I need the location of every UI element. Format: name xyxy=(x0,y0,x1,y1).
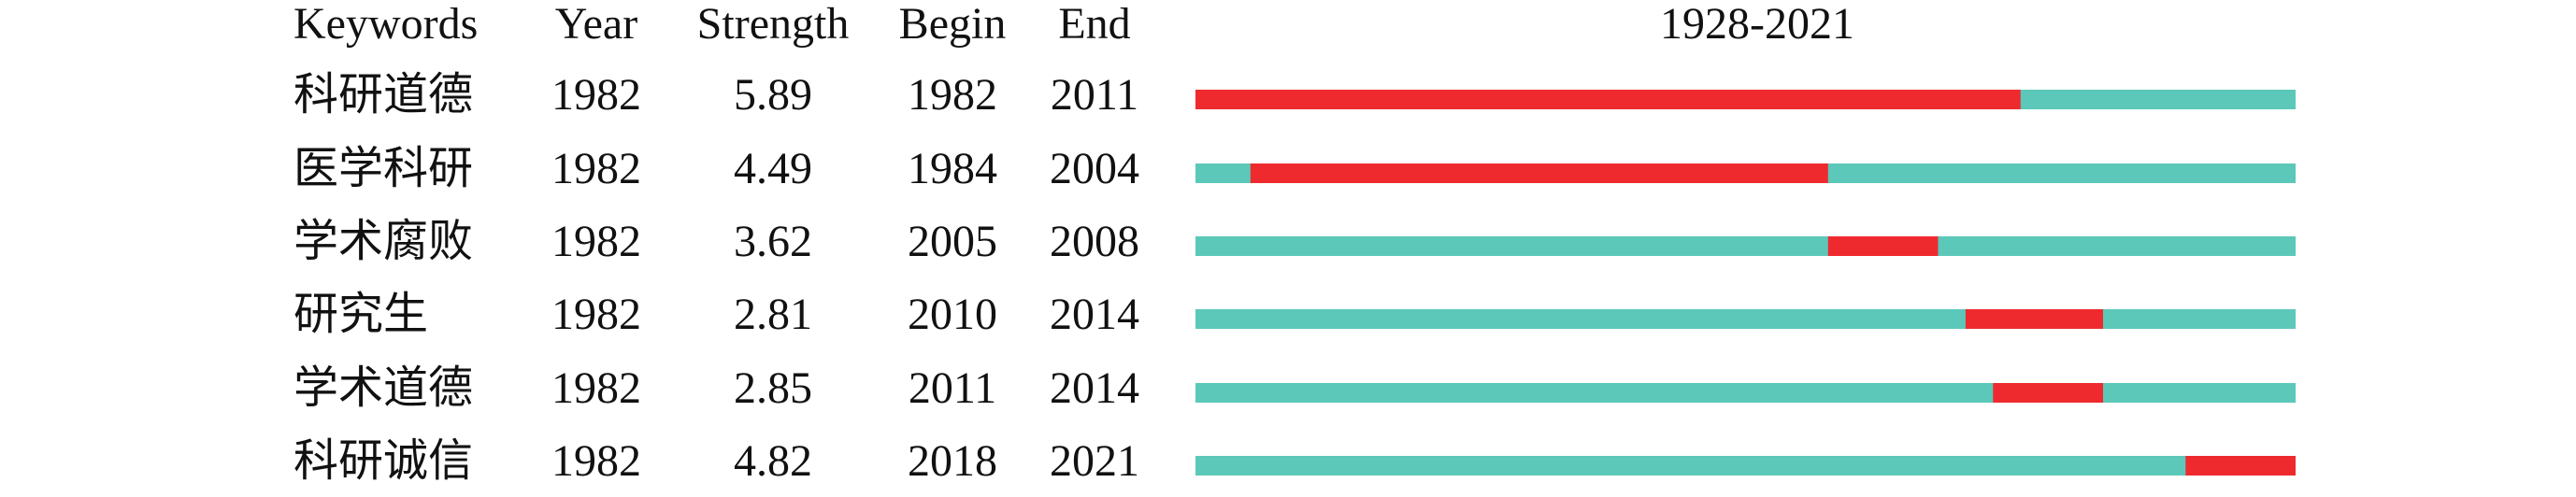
burst-bar xyxy=(1195,90,2021,109)
burst-bar xyxy=(2185,456,2296,476)
chart-title: 1928-2021 xyxy=(1660,0,1854,49)
end: 2004 xyxy=(1050,144,1139,193)
keyword: 科研诚信 xyxy=(293,436,473,486)
year: 1982 xyxy=(551,290,641,339)
year: 1982 xyxy=(551,217,641,266)
year: 1982 xyxy=(551,436,641,486)
begin: 2018 xyxy=(908,436,997,486)
timeline-bar xyxy=(1195,456,2296,476)
column-header: Year xyxy=(555,0,637,49)
column-header: Keywords xyxy=(293,0,478,49)
end: 2021 xyxy=(1050,436,1139,486)
year: 1982 xyxy=(551,70,641,120)
column-header: Begin xyxy=(899,0,1007,49)
end: 2011 xyxy=(1051,70,1138,120)
begin: 2010 xyxy=(908,290,997,339)
strength: 4.82 xyxy=(734,436,812,486)
column-header: Strength xyxy=(697,0,850,49)
end: 2014 xyxy=(1050,363,1139,413)
keyword: 医学科研 xyxy=(293,144,473,193)
begin: 1984 xyxy=(908,144,997,193)
begin: 2005 xyxy=(908,217,997,266)
burst-bar xyxy=(1965,309,2104,329)
end: 2008 xyxy=(1050,217,1139,266)
burst-bar xyxy=(1993,383,2104,403)
timeline-bar xyxy=(1195,309,2296,329)
strength: 2.81 xyxy=(734,290,812,339)
burst-bar xyxy=(1827,236,1939,256)
keyword: 学术道德 xyxy=(293,363,473,413)
keyword: 科研道德 xyxy=(293,70,473,120)
strength: 3.62 xyxy=(734,217,812,266)
strength: 2.85 xyxy=(734,363,812,413)
begin: 2011 xyxy=(909,363,996,413)
timeline-bar xyxy=(1195,236,2296,256)
year: 1982 xyxy=(551,363,641,413)
keyword: 研究生 xyxy=(293,290,428,339)
burst-bar xyxy=(1250,163,1828,183)
timeline-bar xyxy=(1195,383,2296,403)
keyword: 学术腐败 xyxy=(293,217,473,266)
strength: 5.89 xyxy=(734,70,812,120)
column-header: End xyxy=(1058,0,1130,49)
end: 2014 xyxy=(1050,290,1139,339)
year: 1982 xyxy=(551,144,641,193)
strength: 4.49 xyxy=(734,144,812,193)
begin: 1982 xyxy=(908,70,997,120)
